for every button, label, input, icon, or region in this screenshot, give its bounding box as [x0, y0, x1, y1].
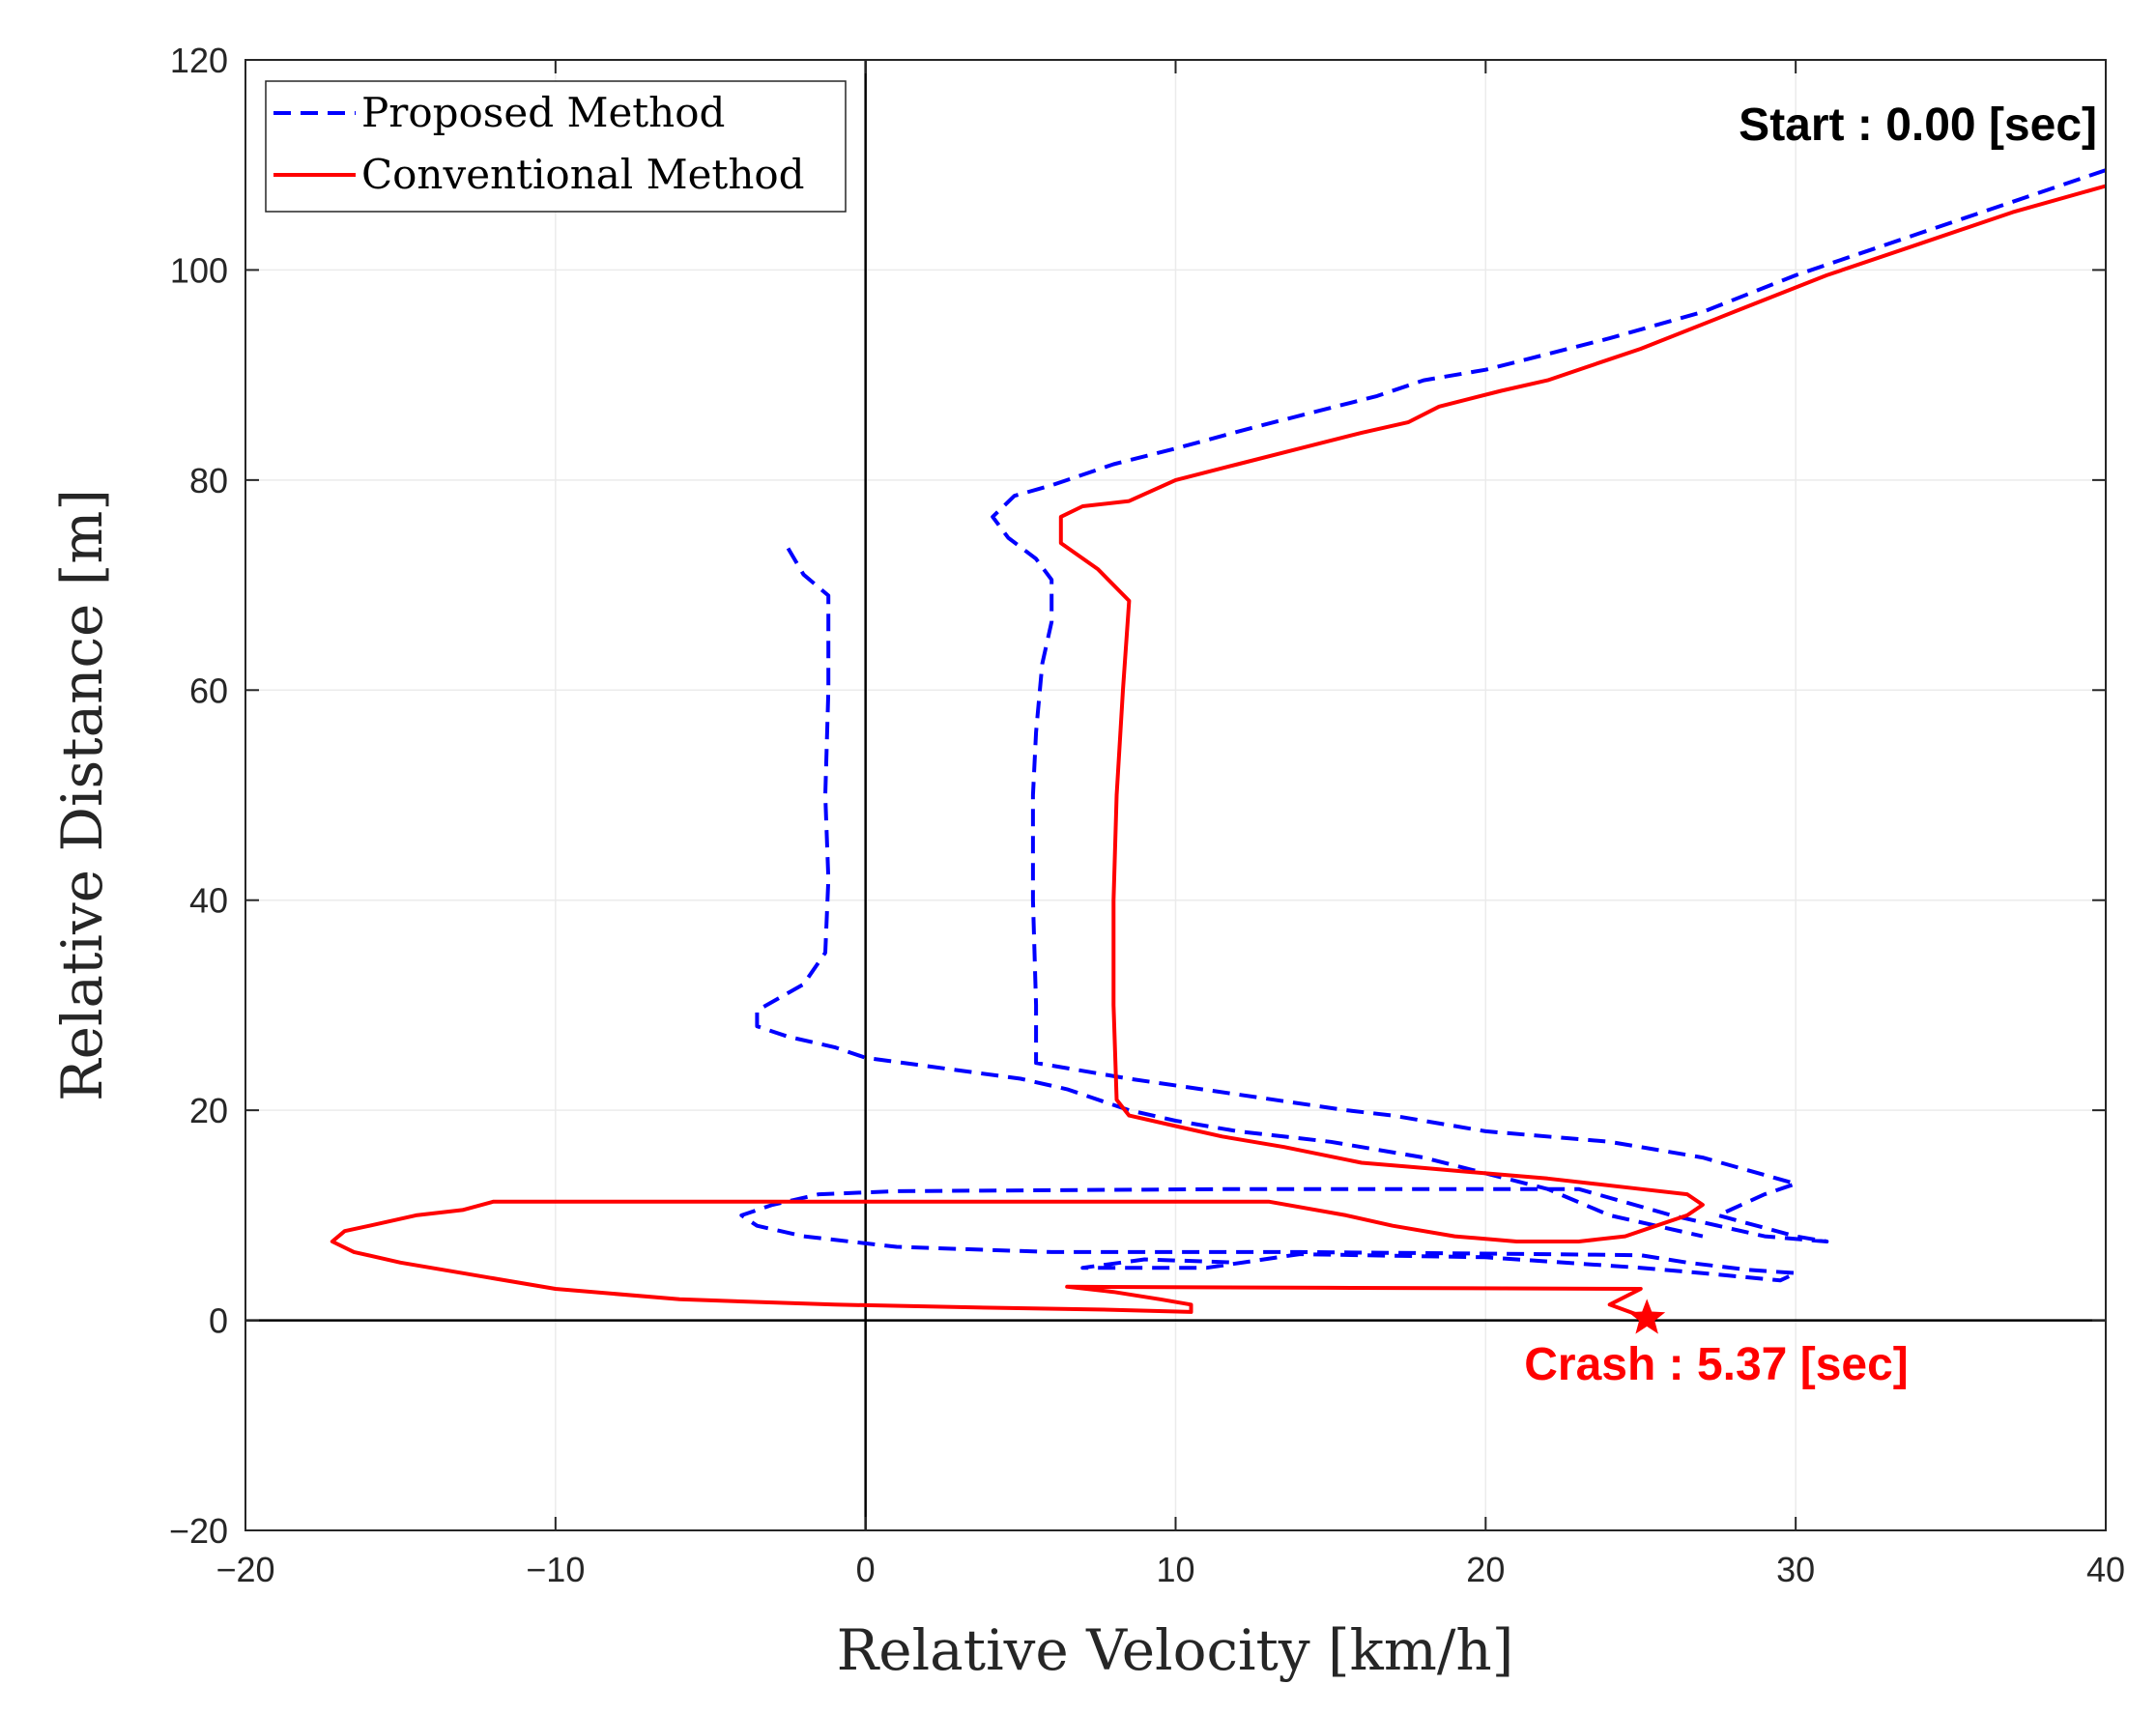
series-lines — [330, 168, 2107, 1321]
series-line-conventional-2 — [330, 184, 2107, 1321]
legend-label-conventional: Conventional Method — [361, 151, 805, 198]
x-tick-label: 30 — [1776, 1550, 1815, 1589]
x-tick-label: 0 — [856, 1550, 876, 1589]
y-axis-title: Relative Distance [m] — [49, 489, 115, 1101]
crash-star-marker — [1628, 1299, 1666, 1334]
y-tick-label: −20 — [169, 1511, 228, 1551]
start-annotation: Start : 0.00 [sec] — [1739, 100, 2097, 151]
y-tick-label: 80 — [189, 461, 228, 500]
y-tick-label: 100 — [170, 250, 228, 290]
x-tick-label: 40 — [2086, 1550, 2125, 1589]
x-axis-title: Relative Velocity [km/h] — [837, 1617, 1514, 1683]
reference-lines — [245, 60, 2106, 1530]
legend-label-proposed: Proposed Method — [361, 89, 725, 136]
legend: Proposed Method Conventional Method — [265, 80, 847, 213]
y-tick-label: 60 — [189, 671, 228, 710]
x-tick-label: −20 — [216, 1550, 274, 1589]
x-tick-label: 10 — [1156, 1550, 1194, 1589]
series-line-proposed-1 — [755, 547, 1704, 1239]
x-tick-label: 20 — [1466, 1550, 1505, 1589]
y-tick-label: 0 — [209, 1301, 228, 1341]
axis-ticks: −20 −10 0 10 20 30 40 −20 0 20 40 60 80 100 120 — [169, 41, 2125, 1589]
legend-box — [265, 80, 847, 213]
y-tick-label: 120 — [170, 41, 228, 80]
y-tick-label: 40 — [189, 881, 228, 921]
x-tick-label: −10 — [526, 1550, 585, 1589]
markers — [1628, 1299, 1666, 1334]
series-line-proposed-0 — [739, 168, 2107, 1283]
y-tick-label: 20 — [189, 1091, 228, 1130]
crash-annotation: Crash : 5.37 [sec] — [1524, 1339, 1909, 1390]
